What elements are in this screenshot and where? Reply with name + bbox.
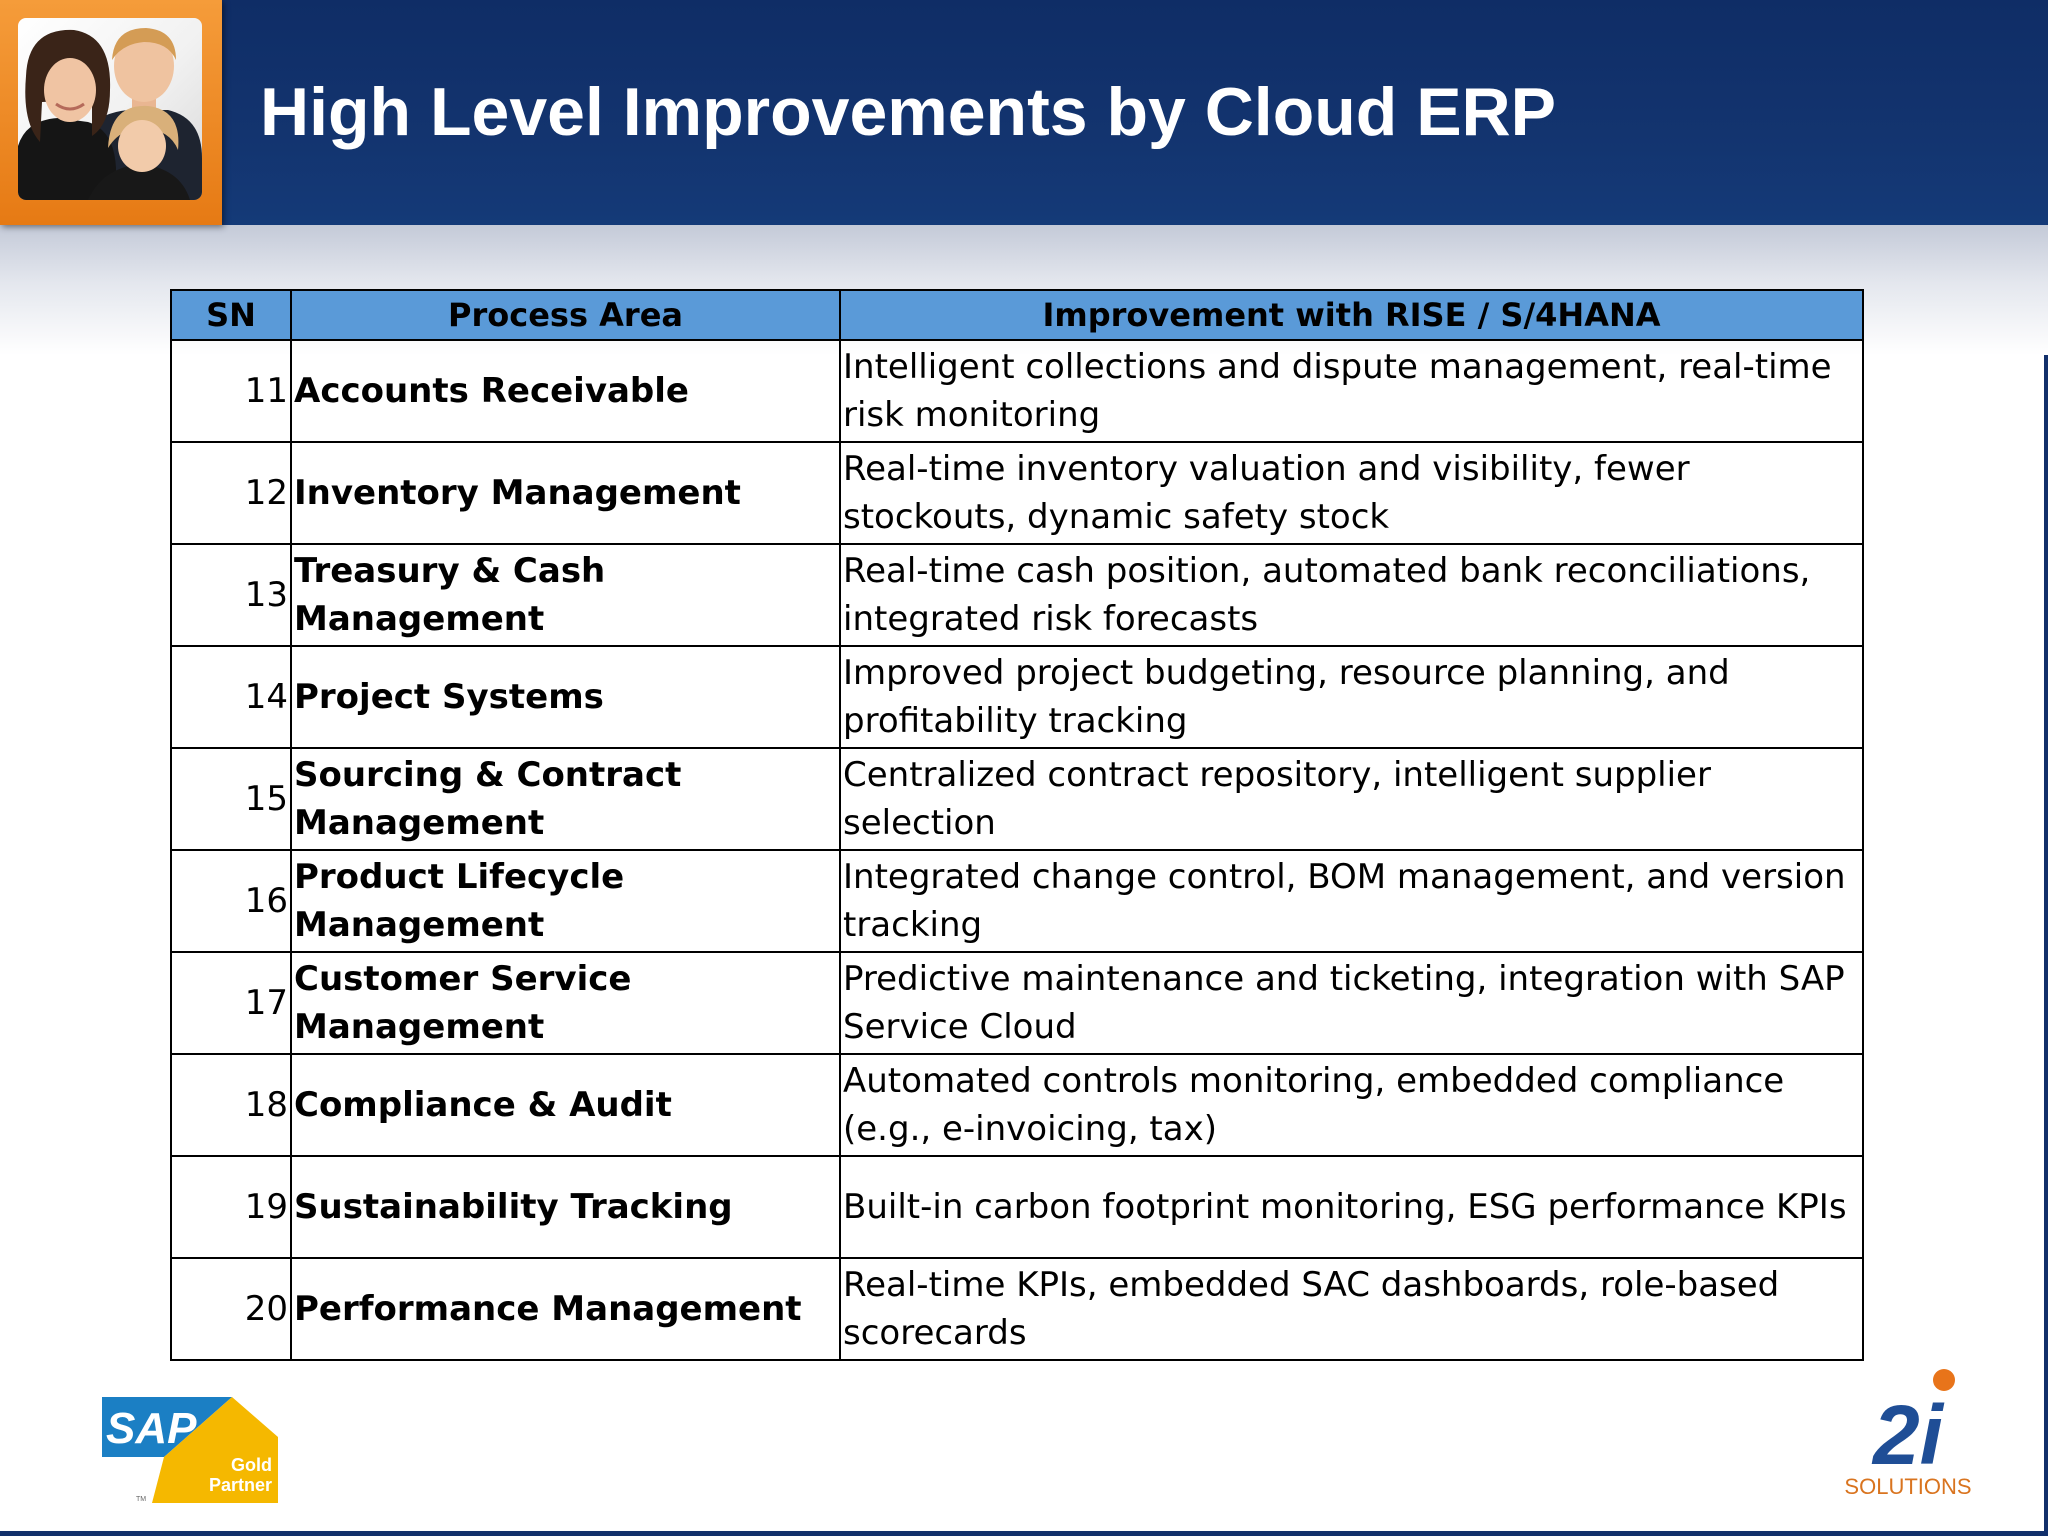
row-sn: 13 [170,543,292,647]
row-process-area: Product Lifecycle Management [290,849,841,953]
sap-trademark: TM [136,1496,146,1503]
table-row: 15 Sourcing & Contract Management Centra… [170,747,1864,851]
row-improvement: Automated controls monitoring, embedded … [839,1053,1864,1157]
header-improvement: Improvement with RISE / S/4HANA [839,289,1864,341]
row-sn: 20 [170,1257,292,1361]
row-process-area: Customer Service Management [290,951,841,1055]
slide-title: High Level Improvements by Cloud ERP [260,74,1557,150]
sap-gold-partner-logo: SAP Gold Partner TM [102,1397,278,1503]
row-process-area: Sustainability Tracking [290,1155,841,1259]
table-row: 13 Treasury & Cash Management Real-time … [170,543,1864,647]
row-sn: 11 [170,339,292,443]
row-process-area: Treasury & Cash Management [290,543,841,647]
sap-gold-shape [152,1397,278,1503]
row-sn: 14 [170,645,292,749]
row-process-area: Project Systems [290,645,841,749]
table-row: 19 Sustainability Tracking Built-in carb… [170,1155,1864,1259]
row-improvement: Centralized contract repository, intelli… [839,747,1864,851]
row-sn: 15 [170,747,292,851]
row-process-area: Inventory Management [290,441,841,545]
row-sn: 12 [170,441,292,545]
row-improvement: Intelligent collections and dispute mana… [839,339,1864,443]
row-process-area: Sourcing & Contract Management [290,747,841,851]
improvements-table: SN Process Area Improvement with RISE / … [170,289,1864,1361]
header-process-area: Process Area [290,289,841,341]
header-banner [0,0,2048,225]
row-sn: 19 [170,1155,292,1259]
table-row: 20 Performance Management Real-time KPIs… [170,1257,1864,1361]
table-row: 16 Product Lifecycle Management Integrat… [170,849,1864,953]
row-process-area: Accounts Receivable [290,339,841,443]
table-header-row: SN Process Area Improvement with RISE / … [170,289,1864,341]
table-row: 18 Compliance & Audit Automated controls… [170,1053,1864,1157]
sap-wordmark: SAP [106,1404,197,1453]
row-sn: 16 [170,849,292,953]
people-illustration [18,28,202,200]
header-sn: SN [170,289,292,341]
2i-solutions-wordmark: SOLUTIONS [1844,1474,1971,1498]
row-improvement: Built-in carbon footprint monitoring, ES… [839,1155,1864,1259]
row-improvement: Real-time KPIs, embedded SAC dashboards,… [839,1257,1864,1361]
row-process-area: Compliance & Audit [290,1053,841,1157]
row-improvement: Real-time inventory valuation and visibi… [839,441,1864,545]
team-photo [18,18,202,200]
table-row: 17 Customer Service Management Predictiv… [170,951,1864,1055]
2i-mark: 2i [1871,1388,1945,1482]
sap-blue-shape [102,1397,232,1457]
2i-solutions-logo: 2i SOLUTIONS [1844,1369,1972,1498]
sap-partner-label: Partner [209,1475,272,1495]
team-photo-frame [0,0,222,225]
row-improvement: Integrated change control, BOM managemen… [839,849,1864,953]
table-row: 14 Project Systems Improved project budg… [170,645,1864,749]
row-sn: 17 [170,951,292,1055]
row-sn: 18 [170,1053,292,1157]
row-improvement: Predictive maintenance and ticketing, in… [839,951,1864,1055]
row-process-area: Performance Management [290,1257,841,1361]
2i-orange-dot [1933,1369,1955,1391]
sap-gold-label: Gold [231,1455,272,1475]
table-row: 12 Inventory Management Real-time invent… [170,441,1864,545]
row-improvement: Real-time cash position, automated bank … [839,543,1864,647]
row-improvement: Improved project budgeting, resource pla… [839,645,1864,749]
table-row: 11 Accounts Receivable Intelligent colle… [170,339,1864,443]
